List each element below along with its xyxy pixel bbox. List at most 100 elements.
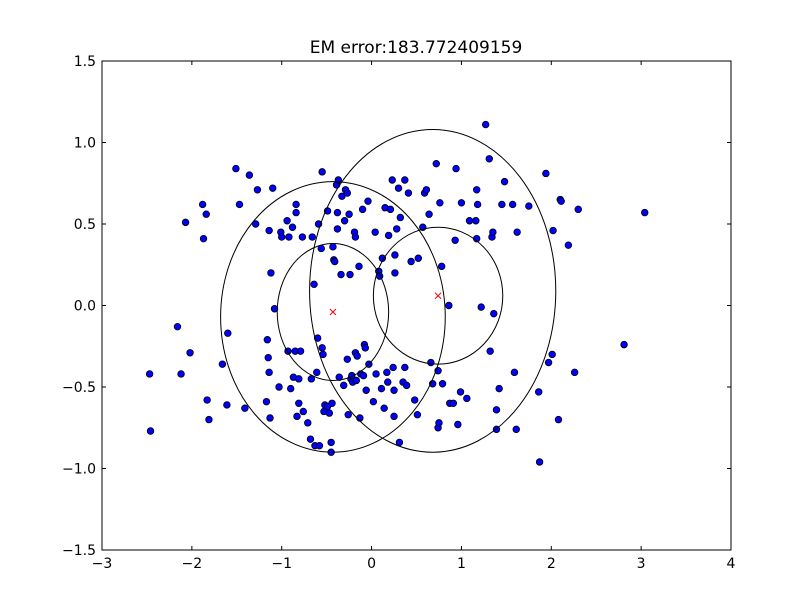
data-point-173 [492, 406, 501, 414]
y-tick-label: −0.5 [62, 380, 96, 396]
data-point-67 [327, 438, 335, 447]
data-point-48 [304, 419, 312, 427]
data-point-131 [401, 176, 409, 184]
x-tick-label: 0 [367, 556, 376, 572]
data-point-43 [295, 375, 303, 383]
data-point-11 [205, 415, 213, 424]
component-ellipse-1 [220, 181, 446, 453]
component-ellipse-3 [276, 243, 390, 381]
data-point-66 [325, 409, 334, 417]
data-point-150 [438, 380, 447, 388]
center-stroke [329, 308, 337, 316]
data-point-175 [498, 200, 506, 209]
data-point-22 [263, 336, 272, 344]
data-point-55 [313, 334, 322, 342]
data-point-141 [425, 210, 433, 218]
y-tick-label: 1.5 [74, 54, 96, 70]
x-tick-label: −2 [182, 556, 203, 572]
data-point-159 [463, 394, 471, 403]
component-center-1 [329, 308, 337, 316]
x-tick-label: 4 [727, 556, 736, 572]
data-point-69 [328, 399, 336, 407]
data-point-158 [457, 199, 466, 207]
data-point-52 [310, 280, 318, 289]
x-tick-label: 3 [637, 556, 646, 572]
data-point-15 [232, 164, 240, 173]
data-point-125 [393, 225, 401, 233]
data-point-54 [313, 368, 321, 377]
data-point-47 [299, 407, 307, 416]
y-tick-label: 0.5 [74, 217, 96, 233]
data-point-124 [391, 251, 399, 259]
data-point-57 [315, 441, 324, 450]
component-ellipse-2 [309, 128, 557, 453]
data-point-104 [364, 197, 372, 205]
data-point-23 [264, 353, 272, 362]
component-ellipse-4 [372, 226, 504, 365]
data-point-28 [269, 184, 277, 192]
data-point-157 [456, 388, 465, 396]
data-point-72 [331, 257, 339, 266]
data-point-144 [432, 159, 440, 168]
data-point-16 [235, 200, 244, 209]
data-point-180 [513, 228, 521, 236]
data-point-135 [411, 396, 419, 404]
data-point-74 [333, 225, 342, 233]
data-point-2 [146, 427, 155, 435]
component-center-2 [434, 292, 442, 300]
data-point-46 [298, 233, 307, 241]
data-point-121 [390, 386, 398, 394]
data-point-21 [262, 397, 271, 406]
data-point-6 [186, 349, 194, 357]
data-point-193 [574, 205, 582, 214]
data-point-153 [449, 399, 458, 407]
data-point-191 [564, 241, 573, 249]
data-point-17 [241, 404, 249, 412]
data-point-115 [383, 368, 391, 377]
plot-area [145, 120, 649, 466]
data-point-182 [535, 388, 543, 396]
data-point-83 [343, 189, 352, 197]
data-point-130 [401, 363, 409, 372]
data-point-183 [535, 458, 544, 466]
data-point-26 [266, 414, 274, 422]
data-point-18 [245, 171, 254, 179]
x-tick-label: 1 [457, 556, 466, 572]
data-point-123 [391, 269, 399, 277]
data-point-32 [278, 233, 286, 241]
data-point-142 [427, 358, 435, 367]
data-point-137 [414, 254, 422, 262]
data-point-30 [275, 383, 283, 391]
data-point-27 [267, 269, 275, 277]
data-point-179 [512, 425, 520, 434]
data-point-170 [489, 228, 497, 236]
data-point-111 [377, 384, 386, 393]
data-point-12 [218, 360, 227, 368]
data-point-164 [473, 200, 482, 209]
data-point-59 [318, 168, 326, 176]
data-point-70 [329, 243, 337, 251]
center-stroke [434, 292, 442, 300]
data-point-117 [384, 231, 393, 240]
data-point-147 [435, 419, 443, 427]
data-point-149 [437, 262, 446, 271]
data-point-148 [436, 199, 444, 207]
data-point-97 [356, 414, 364, 422]
data-point-194 [620, 340, 628, 349]
data-point-156 [454, 420, 462, 429]
data-point-190 [557, 197, 565, 205]
data-point-5 [181, 218, 190, 227]
data-point-134 [407, 257, 415, 266]
x-tick-label: 2 [547, 556, 556, 572]
data-point-167 [485, 155, 493, 163]
data-point-41 [292, 200, 300, 209]
data-point-100 [359, 371, 368, 380]
data-point-140 [422, 186, 431, 194]
data-point-14 [224, 329, 232, 337]
y-tick-label: −1.5 [62, 543, 96, 559]
chart-title: EM error:183.772409159 [310, 38, 523, 58]
data-point-24 [265, 368, 273, 377]
data-point-7 [198, 200, 207, 209]
data-point-81 [340, 217, 349, 225]
